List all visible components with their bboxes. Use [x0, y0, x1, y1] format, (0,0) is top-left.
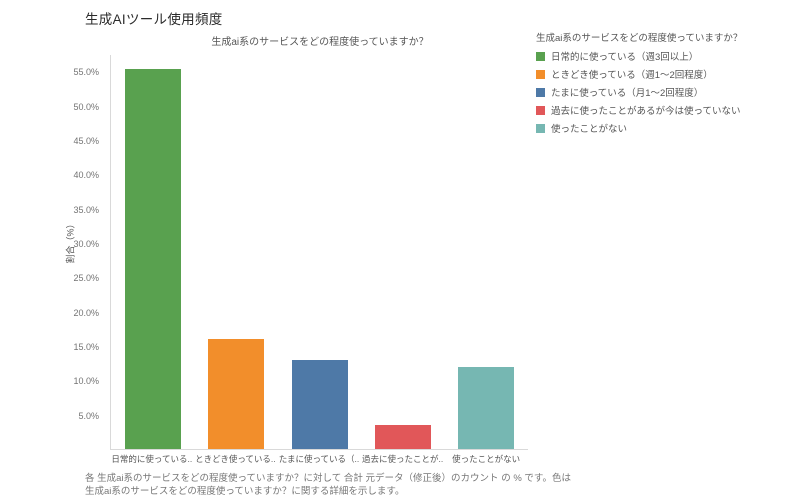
x-axis: 日常的に使っている.. ときどき使っている.. たまに使っている（.. 過去に使ったこ…	[110, 453, 528, 465]
bar-5[interactable]	[458, 366, 515, 449]
y-tick-label: 10.0%	[73, 376, 99, 387]
bar-1[interactable]	[124, 68, 181, 449]
plot-area	[110, 55, 528, 450]
x-axis-label-1: 日常的に使っている..	[111, 454, 193, 464]
y-tick-label: 55.0%	[73, 67, 99, 78]
bar-slot	[361, 55, 444, 449]
legend-title: 生成ai系のサービスをどの程度使っていますか？	[536, 33, 743, 44]
bar-4[interactable]	[374, 425, 431, 449]
chart-title: 生成ai系のサービスをどの程度使っていますか？	[211, 37, 429, 48]
caption: 各 生成ai系のサービスをどの程度使っていますか？に対して 合計 元データ（修正…	[85, 473, 571, 498]
y-tick-label: 50.0%	[73, 101, 99, 112]
caption-line-2: 生成ai系のサービスをどの程度使っていますか？に関する詳細を示します。	[85, 485, 405, 497]
legend-swatch	[536, 123, 545, 133]
legend-label: たまに使っている（月1～2回程度）	[551, 88, 704, 99]
bar-slot	[111, 55, 194, 449]
bar-2[interactable]	[208, 339, 265, 449]
y-tick-label: 45.0%	[73, 135, 99, 146]
x-axis-label-5: 使ったことがない	[452, 454, 521, 464]
bar-slot	[445, 55, 528, 449]
page-title: 生成AIツール使用頻度	[85, 12, 223, 27]
y-tick-label: 25.0%	[73, 273, 99, 284]
legend-swatch	[536, 87, 545, 97]
legend-label: 使ったことがない	[551, 124, 628, 135]
y-tick-label: 20.0%	[73, 307, 99, 318]
legend-items: 日常的に使っている（週3回以上） ときどき使っている（週1～2回程度） たまに使って…	[536, 49, 776, 135]
x-axis-label-4: 過去に使ったことが..	[361, 454, 444, 464]
legend-item-1[interactable]: 日常的に使っている（週3回以上）	[536, 49, 776, 63]
legend-item-4[interactable]: 過去に使ったことがあるが今は使っていない	[536, 103, 776, 117]
legend: 生成ai系のサービスをどの程度使っていますか？ 日常的に使っている（週3回以上）…	[536, 30, 776, 139]
bar-slot	[194, 55, 277, 449]
y-tick-label: 40.0%	[73, 170, 99, 181]
caption-line-1: 各 生成ai系のサービスをどの程度使っていますか？に対して 合計 元データ（修正…	[85, 473, 571, 484]
legend-label: ときどき使っている（週1～2回程度）	[551, 70, 713, 81]
y-tick-label: 5.0%	[78, 410, 99, 421]
legend-item-2[interactable]: ときどき使っている（週1～2回程度）	[536, 67, 776, 81]
legend-label: 日常的に使っている（週3回以上）	[551, 52, 699, 63]
y-axis: 5.0% 10.0% 15.0% 20.0% 25.0% 30.0% 35.0% 40.0% 4…	[55, 55, 105, 450]
y-tick-label: 30.0%	[73, 238, 99, 249]
y-tick-label: 35.0%	[73, 204, 99, 215]
legend-item-3[interactable]: たまに使っている（月1～2回程度）	[536, 85, 776, 99]
x-axis-label-3: たまに使っている（..	[278, 454, 360, 464]
legend-swatch	[536, 69, 545, 79]
legend-swatch	[536, 105, 545, 115]
legend-swatch	[536, 51, 545, 61]
x-axis-label-2: ときどき使っている..	[195, 454, 276, 464]
legend-label: 過去に使ったことがあるが今は使っていない	[551, 106, 741, 117]
legend-item-5[interactable]: 使ったことがない	[536, 121, 776, 135]
bar-slot	[278, 55, 361, 449]
y-tick-label: 15.0%	[73, 341, 99, 352]
bar-3[interactable]	[291, 359, 348, 449]
